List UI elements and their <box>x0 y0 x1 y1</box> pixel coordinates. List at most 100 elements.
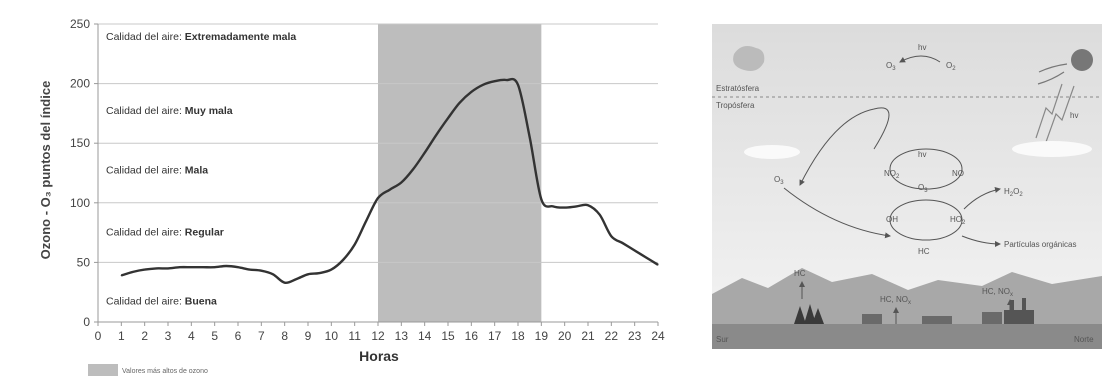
series-point-19 <box>342 259 344 261</box>
series-point-8 <box>214 266 216 268</box>
ground <box>712 324 1102 349</box>
x-tick-label-9: 9 <box>305 329 312 343</box>
x-tick-label-13: 13 <box>395 329 409 343</box>
oh-label: OH <box>886 215 898 224</box>
series-point-10 <box>237 266 239 268</box>
series-point-36 <box>540 198 542 200</box>
series-point-43 <box>622 242 624 244</box>
series-point-0 <box>120 274 122 277</box>
x-tick-label-1: 1 <box>118 329 125 343</box>
sur-label: Sur <box>716 335 729 344</box>
series-point-30 <box>470 91 472 93</box>
series-point-23 <box>389 189 391 191</box>
y-tick-label-150: 150 <box>70 136 90 150</box>
series-point-29 <box>459 102 461 104</box>
series-point-13 <box>272 273 274 275</box>
hv-top-label: hv <box>918 43 926 52</box>
band-label-4: Calidad del aire: Extremadamente mala <box>106 31 296 43</box>
troposfera-label: Tropósfera <box>716 101 755 110</box>
hv-right-label: hv <box>1070 111 1078 120</box>
y-tick-label-0: 0 <box>83 315 90 329</box>
y-tick-label-50: 50 <box>77 255 91 269</box>
x-tick-label-23: 23 <box>628 329 642 343</box>
x-tick-label-17: 17 <box>488 329 502 343</box>
series-point-14 <box>284 282 286 284</box>
x-tick-label-12: 12 <box>371 329 385 343</box>
x-tick-label-10: 10 <box>325 329 339 343</box>
y-tick-labels: 0 50 100 150 200 250 <box>70 17 98 329</box>
o3-to-oh-arrow <box>783 187 891 239</box>
cloud-left <box>744 145 800 159</box>
o3-transport-arrow <box>799 107 890 186</box>
band-label-2: Calidad del aire: Mala <box>106 164 208 176</box>
x-tick-label-18: 18 <box>511 329 525 343</box>
series-point-18 <box>330 269 332 271</box>
x-tick-label-11: 11 <box>348 329 361 343</box>
trees-icon <box>794 304 824 324</box>
series-point-17 <box>319 272 321 274</box>
o2-label: O2 <box>946 61 956 72</box>
x-axis-label: Horas <box>359 348 399 364</box>
hox-cycle <box>889 199 963 241</box>
x-tick-label-16: 16 <box>465 329 479 343</box>
series-point-4 <box>167 267 169 269</box>
gridlines <box>98 23 658 263</box>
x-tick-label-0: 0 <box>95 329 102 343</box>
series-point-15 <box>295 278 297 280</box>
x-tick-label-14: 14 <box>418 329 432 343</box>
series-layer <box>120 77 659 285</box>
o2-to-o3-arrow <box>899 55 941 63</box>
x-tick-label-15: 15 <box>441 329 455 343</box>
series-point-33 <box>505 79 507 81</box>
norte-label: Norte <box>1074 335 1094 344</box>
y-tick-label-250: 250 <box>70 17 90 31</box>
highlight-region <box>378 24 542 322</box>
hv-cycle-label: hv <box>918 150 926 159</box>
series-point-11 <box>249 269 251 271</box>
x-tick-label-7: 7 <box>258 329 265 343</box>
series-point-3 <box>155 267 157 269</box>
series-point-1 <box>132 271 134 273</box>
x-tick-label-2: 2 <box>141 329 148 343</box>
x-tick-labels: 0 1 2 3 4 5 6 7 8 9 10 11 12 13 14 15 16 17 18 19 20 21 22 23 24 <box>95 322 665 343</box>
highlight-region-layer <box>378 24 542 322</box>
x-tick-label-8: 8 <box>281 329 288 343</box>
x-tick-label-19: 19 <box>535 329 549 343</box>
ho2-label: HO2 <box>950 215 966 226</box>
series-point-7 <box>202 266 204 268</box>
legend-swatch <box>88 364 118 376</box>
y-axis-label: Ozono - O₃ puntos del índice <box>38 81 53 260</box>
series-point-42 <box>610 235 612 237</box>
x-tick-label-22: 22 <box>605 329 619 343</box>
series-point-45 <box>645 257 647 259</box>
series-point-6 <box>190 266 192 268</box>
band-label-1: Calidad del aire: Regular <box>106 226 224 238</box>
x-tick-label-24: 24 <box>651 329 665 343</box>
series-point-20 <box>354 243 356 246</box>
h2o2-label: H2O2 <box>1004 187 1023 198</box>
x-tick-label-5: 5 <box>211 329 218 343</box>
series-point-12 <box>260 270 262 272</box>
x-tick-label-20: 20 <box>558 329 572 343</box>
series-point-37 <box>552 205 554 207</box>
no2-label: NO2 <box>884 169 900 180</box>
no-label: NO <box>952 169 964 178</box>
cloud-right <box>1012 141 1092 157</box>
series-point-38 <box>564 207 566 209</box>
x-tick-label-6: 6 <box>235 329 242 343</box>
legend-label: Valores más altos de ozono <box>122 368 208 375</box>
quality-band-labels: Calidad del aire: Buena Calidad del aire:… <box>106 31 296 308</box>
uv-rays-icon <box>1035 83 1075 143</box>
series-point-39 <box>575 205 577 207</box>
estratosfera-label: Estratósfera <box>716 84 760 93</box>
series-point-44 <box>634 249 636 252</box>
series-point-34 <box>517 84 519 86</box>
o3-stratosphere-label: O3 <box>886 61 896 72</box>
series-point-26 <box>424 152 426 154</box>
earth-globe-icon <box>733 46 765 71</box>
series-point-21 <box>365 220 367 222</box>
o3-left-label: O3 <box>774 175 784 186</box>
series-point-5 <box>179 266 181 268</box>
series-point-9 <box>225 265 227 267</box>
